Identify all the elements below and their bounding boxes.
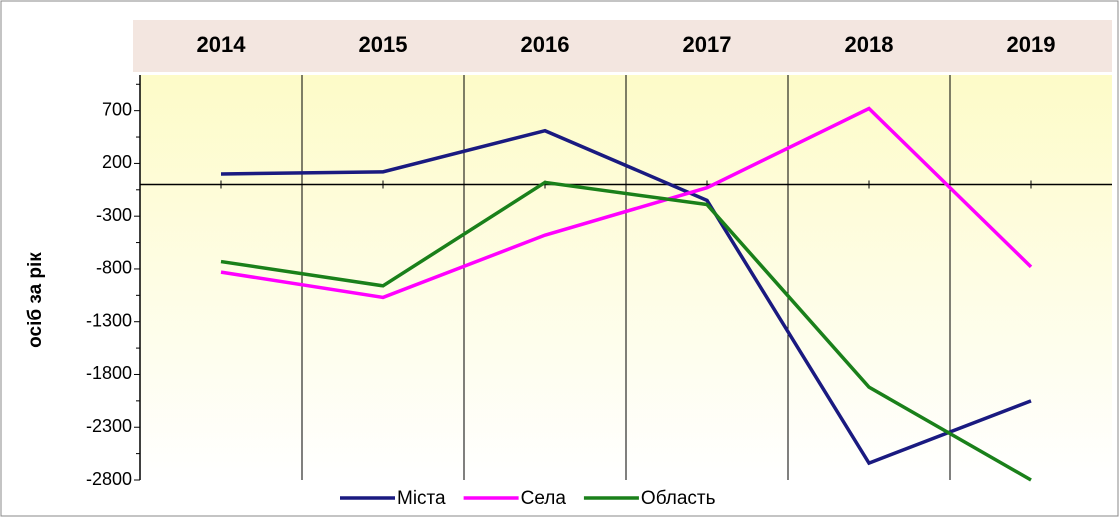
x-tick-label: 2019 xyxy=(1007,32,1056,57)
y-tick-label: -800 xyxy=(96,258,132,278)
x-tick-label: 2018 xyxy=(845,32,894,57)
y-tick-label: 200 xyxy=(102,152,132,172)
legend-label: Міста xyxy=(397,488,446,509)
series-line xyxy=(220,106,1033,300)
y-tick-label: -1300 xyxy=(86,310,132,330)
y-tick-label: 700 xyxy=(102,99,132,119)
series-line xyxy=(220,128,1032,466)
y-tick-label: -1800 xyxy=(86,363,132,383)
y-tick-label: -2300 xyxy=(86,416,132,436)
y-tick-label: -300 xyxy=(96,205,132,225)
series-line xyxy=(220,180,1032,482)
x-tick-label: 2015 xyxy=(359,32,408,57)
x-tick-label: 2016 xyxy=(521,32,570,57)
legend-label: Область xyxy=(641,488,716,509)
x-tick-label: 2014 xyxy=(197,32,247,57)
y-tick-label: -2800 xyxy=(86,469,132,489)
y-axis-title: осіб за рік xyxy=(25,252,46,348)
header-band xyxy=(133,20,1112,72)
legend-label: Села xyxy=(521,488,567,509)
x-tick-label: 2017 xyxy=(683,32,732,57)
